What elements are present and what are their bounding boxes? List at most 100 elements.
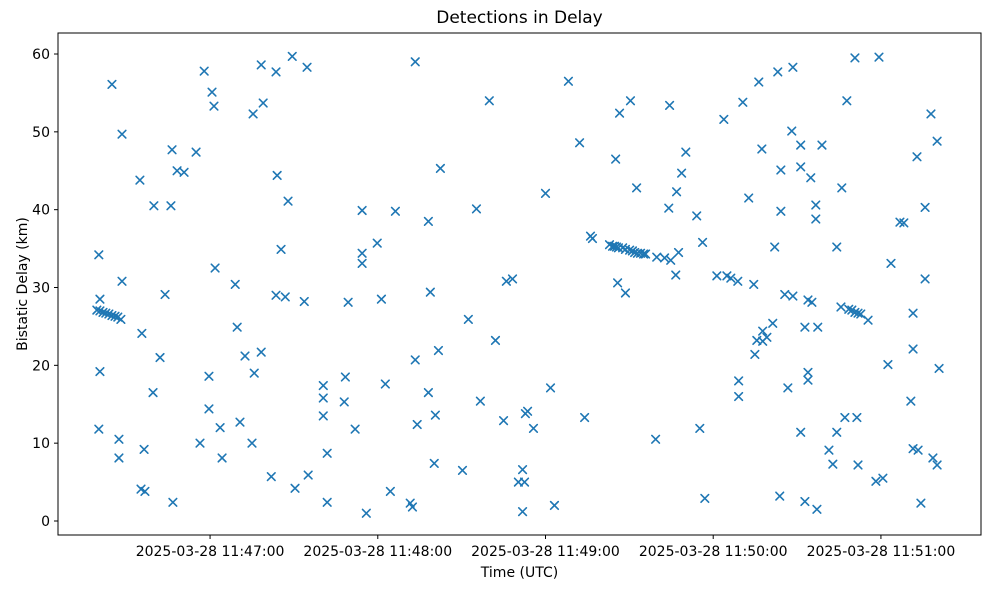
- scatter-marker: [302, 62, 312, 72]
- scatter-marker: [796, 162, 806, 172]
- scatter-marker: [204, 371, 214, 381]
- scatter-marker: [811, 214, 821, 224]
- scatter-marker: [926, 109, 936, 119]
- scatter-marker: [803, 367, 813, 377]
- scatter-marker: [107, 79, 117, 89]
- scatter-marker: [580, 412, 590, 423]
- scatter-marker: [166, 201, 176, 211]
- scatter-marker: [758, 326, 768, 336]
- y-tick-label: 40: [32, 203, 50, 219]
- scatter-marker: [322, 497, 332, 507]
- scatter-marker: [519, 477, 530, 487]
- scatter-marker: [613, 278, 623, 288]
- scatter-marker: [768, 318, 778, 328]
- scatter-marker: [423, 216, 433, 226]
- scatter-marker: [666, 255, 676, 265]
- scatter-marker: [824, 445, 834, 455]
- scatter-marker: [754, 77, 764, 87]
- scatter-marker: [853, 308, 863, 318]
- scatter-marker: [425, 287, 435, 297]
- x-axis-label: Time (UTC): [480, 565, 559, 581]
- x-tick-label: 2025-03-28 11:47:00: [136, 544, 285, 560]
- scatter-marker: [457, 465, 468, 476]
- scatter-marker: [773, 67, 783, 77]
- scatter-marker: [357, 205, 367, 216]
- scatter-marker: [697, 237, 708, 247]
- scatter-marker: [800, 496, 810, 507]
- scatter-marker: [908, 444, 918, 454]
- scatter-marker: [913, 445, 923, 455]
- scatter-marker: [256, 60, 266, 70]
- scatter-marker: [780, 289, 790, 300]
- scatter-marker: [803, 295, 813, 305]
- scatter-marker: [932, 136, 942, 146]
- scatter-marker: [92, 305, 102, 315]
- scatter-marker: [695, 423, 705, 433]
- scatter-marker: [209, 101, 219, 111]
- scatter-marker: [207, 87, 217, 97]
- scatter-marker: [340, 372, 350, 382]
- axes-frame: [57, 32, 982, 536]
- scatter-marker: [350, 424, 360, 434]
- scatter-marker: [912, 152, 922, 162]
- scatter-marker: [811, 200, 821, 210]
- scatter-marker: [343, 297, 353, 307]
- scatter-marker: [620, 288, 631, 298]
- scatter-marker: [232, 322, 242, 332]
- scatter-marker: [101, 308, 111, 318]
- scatter-marker: [94, 250, 104, 260]
- scatter-marker: [856, 309, 866, 319]
- scatter-marker: [167, 145, 177, 155]
- y-tick-label: 30: [32, 281, 50, 297]
- scatter-marker: [886, 258, 896, 268]
- scatter-marker: [545, 383, 556, 393]
- scatter-marker: [116, 314, 126, 325]
- scatter-marker: [357, 248, 367, 258]
- scatter-marker: [632, 183, 642, 193]
- scatter-marker: [136, 484, 146, 494]
- scatter-marker: [280, 292, 290, 302]
- scatter-marker: [95, 294, 105, 304]
- scatter-marker: [734, 391, 744, 402]
- y-tick-label: 20: [32, 358, 50, 374]
- scatter-marker: [322, 448, 332, 458]
- scatter-marker: [832, 242, 842, 252]
- scatter-marker: [540, 188, 551, 198]
- scatter-marker: [339, 397, 349, 407]
- scatter-marker: [673, 247, 684, 258]
- y-tick-label: 50: [32, 125, 50, 141]
- scatter-marker: [148, 387, 158, 398]
- scatter-marker: [908, 344, 918, 354]
- scatter-marker: [681, 147, 691, 157]
- scatter-marker: [757, 144, 767, 154]
- scatter-marker: [517, 507, 528, 517]
- scatter-marker: [899, 218, 909, 228]
- scatter-marker: [744, 193, 754, 203]
- y-tick-label: 0: [41, 514, 50, 530]
- scatter-marker: [94, 424, 104, 434]
- scatter-marker: [215, 422, 225, 433]
- scatter-marker: [380, 379, 390, 389]
- scatter-marker: [807, 297, 817, 307]
- scatter-marker: [230, 279, 240, 289]
- scatter-marker: [874, 52, 884, 62]
- scatter-marker: [664, 203, 674, 213]
- scatter-marker: [318, 411, 328, 421]
- scatter-marker: [376, 294, 387, 304]
- scatter-marker: [800, 322, 810, 332]
- scatter-marker: [734, 376, 744, 386]
- scatter-marker: [430, 410, 440, 420]
- scatter-marker: [256, 347, 266, 357]
- scatter-marker: [117, 129, 127, 139]
- scatter-marker: [863, 315, 873, 325]
- x-tick-label: 2025-03-28 11:48:00: [303, 544, 452, 560]
- scatter-marker: [878, 473, 888, 483]
- scatter-marker: [523, 406, 533, 416]
- scatter-marker: [932, 460, 942, 470]
- scatter-marker: [114, 453, 124, 463]
- scatter-marker: [272, 170, 282, 181]
- scatter-marker: [484, 96, 494, 106]
- scatter-marker: [775, 491, 785, 501]
- scatter-marker: [276, 244, 286, 254]
